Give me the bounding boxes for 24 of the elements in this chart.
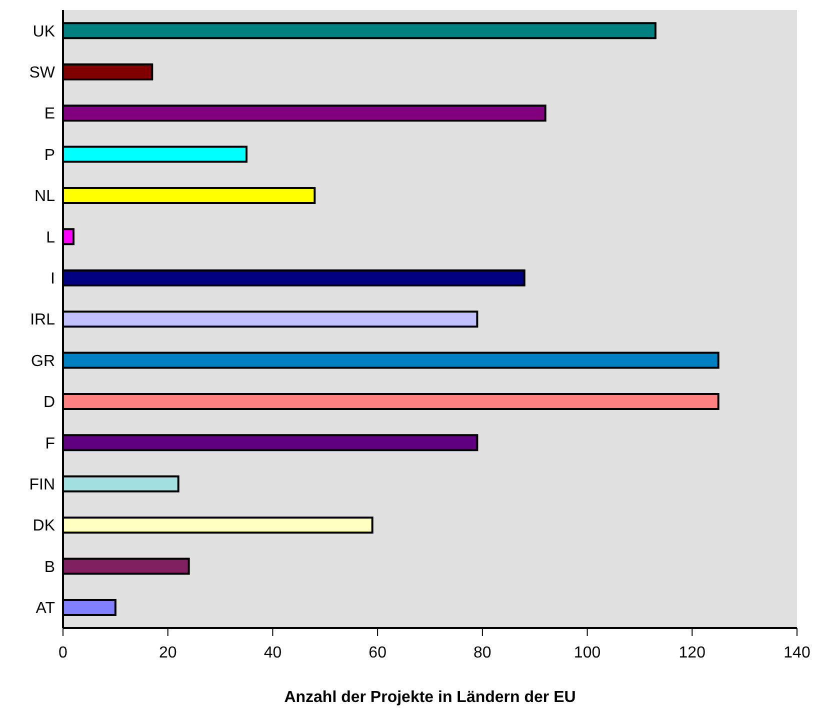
x-tick-label: 80	[474, 644, 492, 662]
y-tick-label: GR	[31, 352, 55, 370]
y-tick-label: I	[50, 270, 55, 288]
y-tick-label: FIN	[29, 476, 55, 494]
y-tick-label: SW	[29, 64, 56, 82]
y-tick-label: D	[43, 394, 55, 412]
y-tick-label: E	[44, 106, 55, 123]
x-tick-label: 40	[264, 644, 282, 662]
y-tick-label: NL	[34, 188, 56, 206]
y-tick-label: L	[46, 229, 56, 246]
x-tick-label: 120	[678, 644, 706, 662]
y-tick-label: AT	[36, 600, 56, 618]
x-axis-title: Anzahl der Projekte in Ländern der EU	[284, 689, 576, 706]
x-tick-label: 20	[158, 644, 177, 662]
y-tick-label: DK	[32, 518, 56, 535]
y-tick-label: F	[45, 435, 56, 452]
x-tick-label: 140	[784, 644, 810, 662]
x-tick-label: 0	[58, 644, 68, 662]
y-tick-label: P	[44, 146, 55, 164]
x-tick-label: 60	[368, 644, 387, 662]
x-tick-label: 100	[574, 644, 601, 662]
y-tick-label: IRL	[30, 312, 56, 329]
y-tick-label: B	[44, 558, 55, 576]
y-tick-label: UK	[32, 23, 56, 40]
